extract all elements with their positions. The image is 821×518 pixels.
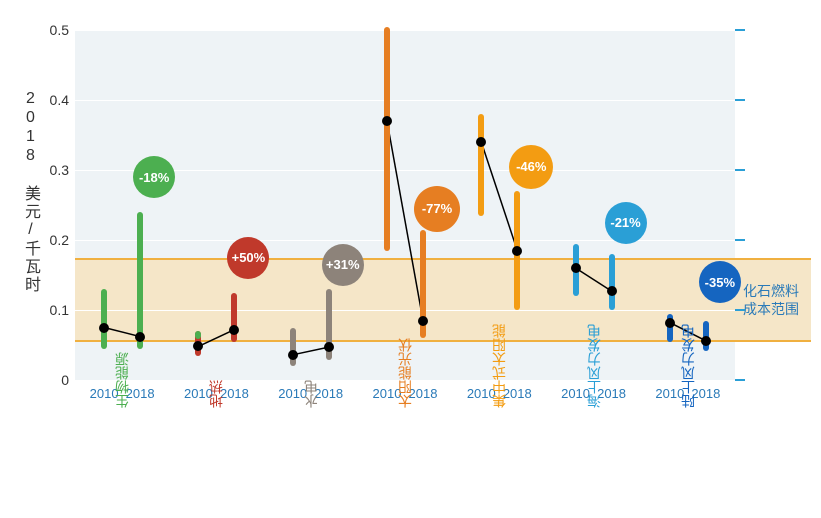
- fossil-label-line2: 成本范围: [743, 301, 799, 317]
- range-bar: [384, 27, 390, 251]
- ytick-label: 0.1: [50, 302, 69, 318]
- category-label: 海上风力发电: [584, 324, 604, 408]
- ytick-blue-mark: [735, 239, 745, 241]
- gridline: [75, 310, 735, 311]
- data-point: [512, 246, 522, 256]
- change-bubble: -46%: [509, 145, 553, 189]
- yaxis-title: 2018 美元/千瓦时: [18, 90, 42, 294]
- fossil-label-line1: 化石燃料: [743, 283, 799, 299]
- change-bubble: -18%: [133, 156, 175, 198]
- range-bar: [609, 254, 615, 310]
- category-label: 太阳能光伏: [395, 338, 415, 408]
- change-bubble: -77%: [414, 186, 460, 232]
- ytick-label: 0.5: [50, 22, 69, 38]
- data-point: [607, 286, 617, 296]
- data-point: [418, 316, 428, 326]
- category-label: 水电: [301, 380, 321, 408]
- data-point: [229, 325, 239, 335]
- ytick-label: 0: [61, 372, 69, 388]
- data-point: [193, 341, 203, 351]
- data-point: [99, 323, 109, 333]
- gridline: [75, 30, 735, 31]
- ytick-label: 0.2: [50, 232, 69, 248]
- data-point: [665, 318, 675, 328]
- ytick-blue-mark: [735, 99, 745, 101]
- chart-container: 2018 美元/千瓦时 化石燃料成本范围00.10.20.30.40.52010…: [0, 0, 821, 518]
- ytick-label: 0.4: [50, 92, 69, 108]
- change-bubble: +50%: [227, 237, 269, 279]
- data-point: [571, 263, 581, 273]
- range-bar: [478, 114, 484, 216]
- range-bar: [137, 212, 143, 349]
- category-label: 集中式太阳能: [489, 324, 509, 408]
- range-bar: [290, 328, 296, 367]
- change-bubble: -35%: [699, 261, 741, 303]
- category-label: 地热: [206, 380, 226, 408]
- range-bar: [101, 289, 107, 349]
- ytick-blue-mark: [735, 169, 745, 171]
- ytick-blue-mark: [735, 379, 745, 381]
- ytick-label: 0.3: [50, 162, 69, 178]
- data-point: [135, 332, 145, 342]
- data-point: [324, 342, 334, 352]
- data-point: [476, 137, 486, 147]
- ytick-blue-mark: [735, 29, 745, 31]
- category-label: 陆上风力发电: [678, 324, 698, 408]
- data-point: [288, 350, 298, 360]
- fossil-cost-band: [75, 258, 811, 342]
- change-bubble: +31%: [322, 244, 364, 286]
- category-label: 生物能源: [112, 352, 132, 408]
- fossil-band-label: 化石燃料成本范围: [743, 282, 799, 318]
- data-point: [382, 116, 392, 126]
- gridline: [75, 100, 735, 101]
- data-point: [701, 336, 711, 346]
- ytick-blue-mark: [735, 309, 745, 311]
- change-bubble: -21%: [605, 202, 647, 244]
